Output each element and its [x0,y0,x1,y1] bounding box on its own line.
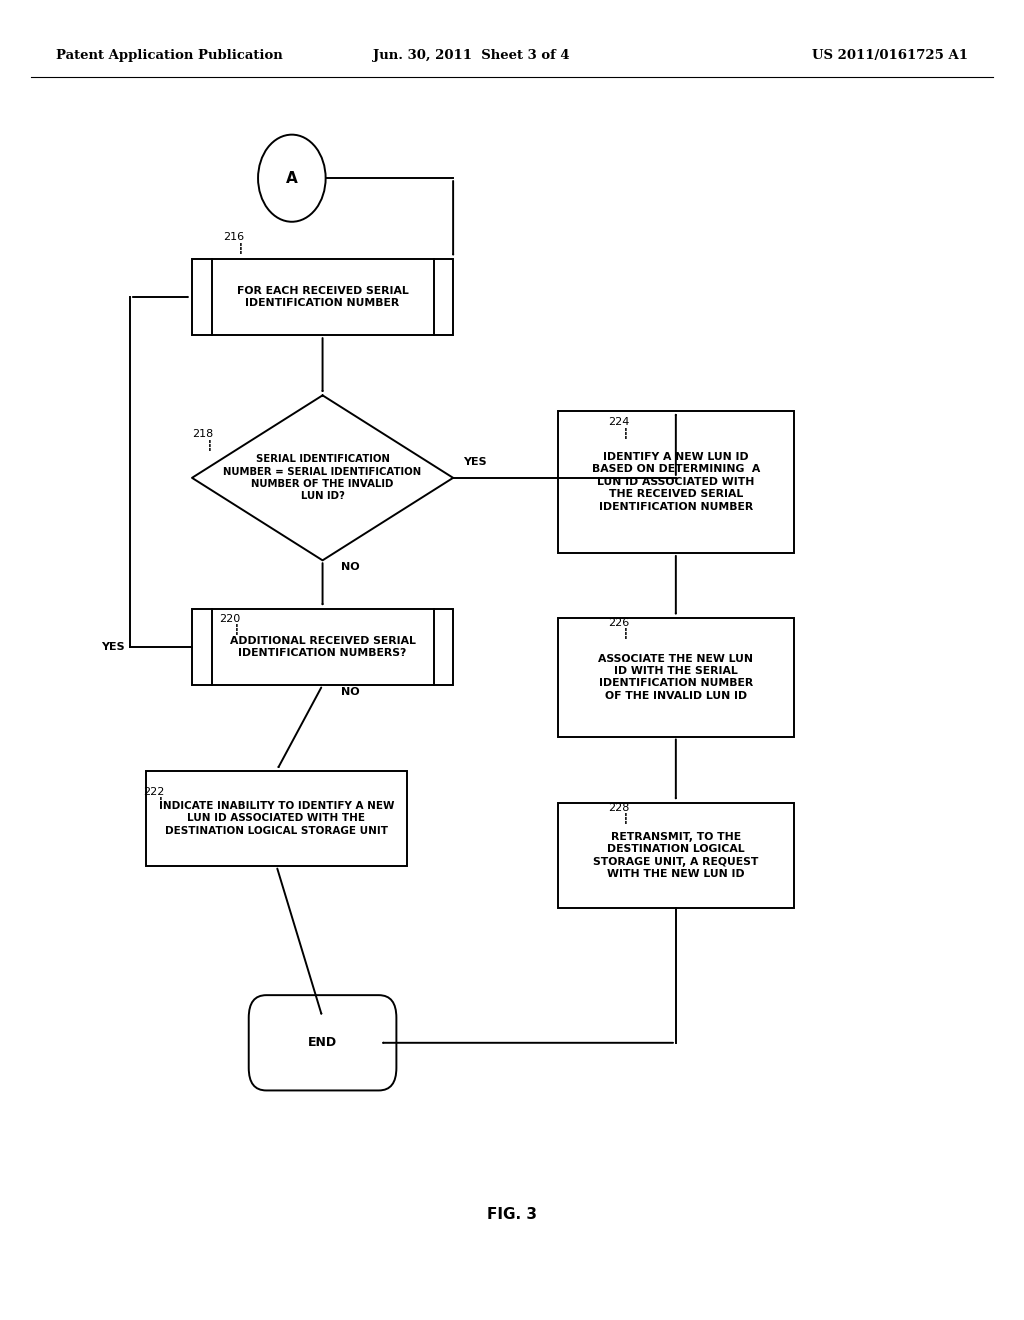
FancyBboxPatch shape [249,995,396,1090]
Text: ASSOCIATE THE NEW LUN
ID WITH THE SERIAL
IDENTIFICATION NUMBER
OF THE INVALID LU: ASSOCIATE THE NEW LUN ID WITH THE SERIAL… [598,653,754,701]
Text: 220: 220 [219,614,241,624]
Text: 218: 218 [193,429,214,440]
Text: ┇: ┇ [623,628,629,639]
Text: IDENTIFY A NEW LUN ID
BASED ON DETERMINING  A
LUN ID ASSOCIATED WITH
THE RECEIVE: IDENTIFY A NEW LUN ID BASED ON DETERMINI… [592,451,760,512]
Text: FIG. 3: FIG. 3 [487,1206,537,1222]
Text: Patent Application Publication: Patent Application Publication [56,49,283,62]
Text: 226: 226 [608,618,630,628]
Text: ┇: ┇ [233,624,240,635]
Text: FOR EACH RECEIVED SERIAL
IDENTIFICATION NUMBER: FOR EACH RECEIVED SERIAL IDENTIFICATION … [237,286,409,308]
Text: NO: NO [341,562,359,572]
Text: 222: 222 [143,787,165,797]
Text: END: END [308,1036,337,1049]
Text: ┇: ┇ [623,428,629,438]
Text: ┇: ┇ [158,797,164,808]
FancyBboxPatch shape [558,803,794,908]
Text: ┇: ┇ [238,243,244,253]
Text: ┇: ┇ [207,440,213,450]
Text: NO: NO [341,686,359,697]
Text: Jun. 30, 2011  Sheet 3 of 4: Jun. 30, 2011 Sheet 3 of 4 [373,49,569,62]
Text: US 2011/0161725 A1: US 2011/0161725 A1 [812,49,968,62]
Text: YES: YES [463,457,487,467]
Text: INDICATE INABILITY TO IDENTIFY A NEW
LUN ID ASSOCIATED WITH THE
DESTINATION LOGI: INDICATE INABILITY TO IDENTIFY A NEW LUN… [159,801,394,836]
Text: A: A [286,170,298,186]
FancyBboxPatch shape [193,609,453,685]
Text: 216: 216 [223,232,245,243]
Text: 224: 224 [608,417,630,428]
Text: ┇: ┇ [623,813,629,824]
FancyBboxPatch shape [146,771,408,866]
Text: YES: YES [101,642,125,652]
FancyBboxPatch shape [558,411,794,553]
Text: ADDITIONAL RECEIVED SERIAL
IDENTIFICATION NUMBERS?: ADDITIONAL RECEIVED SERIAL IDENTIFICATIO… [229,636,416,657]
Polygon shape [193,396,453,560]
FancyBboxPatch shape [193,259,453,335]
Text: RETRANSMIT, TO THE
DESTINATION LOGICAL
STORAGE UNIT, A REQUEST
WITH THE NEW LUN : RETRANSMIT, TO THE DESTINATION LOGICAL S… [593,832,759,879]
FancyBboxPatch shape [558,618,794,737]
Text: SERIAL IDENTIFICATION
NUMBER = SERIAL IDENTIFICATION
NUMBER OF THE INVALID
LUN I: SERIAL IDENTIFICATION NUMBER = SERIAL ID… [223,454,422,502]
Text: 228: 228 [608,803,630,813]
